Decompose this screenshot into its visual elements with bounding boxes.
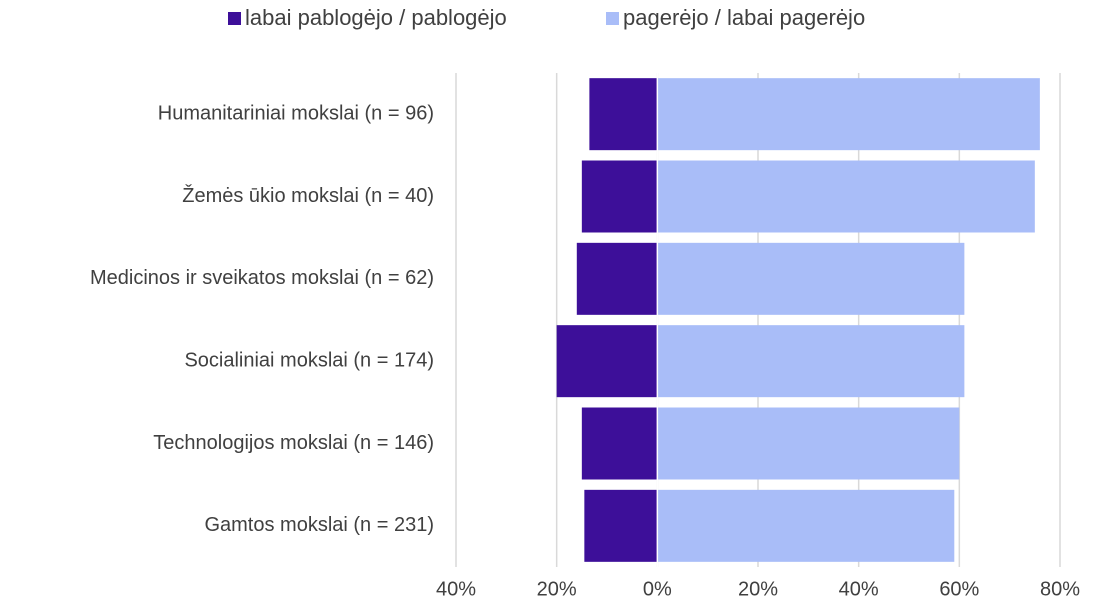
bar (556, 325, 658, 398)
y-tick-label: Medicinos ir sveikatos mokslai (n = 62) (90, 267, 434, 289)
y-tick-label: Žemės ūkio mokslai (n = 40) (182, 184, 434, 207)
legend-swatch (606, 12, 619, 25)
bar (657, 489, 955, 562)
y-tick-label: Socialiniai mokslai (n = 174) (184, 349, 434, 371)
bar (657, 160, 1035, 233)
legend-label: labai pablogėjo / pablogėjo (245, 5, 507, 30)
bar (589, 78, 658, 151)
bar (584, 489, 658, 562)
y-tick-label: Gamtos mokslai (n = 231) (204, 514, 434, 536)
bar (581, 160, 658, 233)
x-tick-label: 80% (1040, 578, 1080, 600)
x-tick-label: 40% (839, 578, 879, 600)
x-tick-label: 20% (537, 578, 577, 600)
bar (581, 407, 658, 480)
bar (657, 78, 1040, 151)
y-tick-label: Technologijos mokslai (n = 146) (153, 432, 434, 454)
bar (657, 242, 965, 315)
bar (657, 407, 960, 480)
legend-swatch (228, 12, 241, 25)
y-tick-label: Humanitariniai mokslai (n = 96) (158, 102, 434, 124)
bar (657, 325, 965, 398)
x-tick-label: 40% (436, 578, 476, 600)
x-tick-label: 0% (643, 578, 672, 600)
x-tick-label: 20% (738, 578, 778, 600)
bar (576, 242, 658, 315)
legend-label: pagerėjo / labai pagerėjo (623, 5, 865, 30)
x-tick-label: 60% (939, 578, 979, 600)
